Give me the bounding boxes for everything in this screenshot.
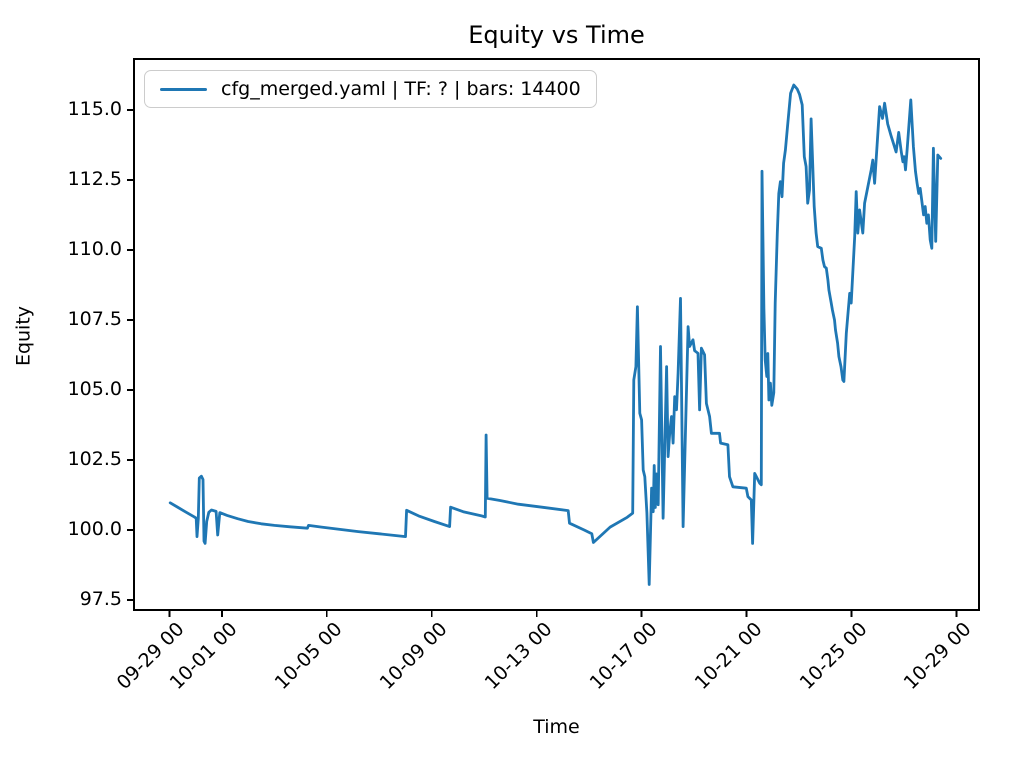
x-axis-label: Time	[533, 716, 580, 738]
y-tick-label: 110.0	[67, 238, 122, 261]
plot-border	[133, 58, 980, 611]
y-tick-label: 115.0	[67, 98, 122, 121]
y-tick-label: 105.0	[67, 378, 122, 401]
y-tick-label: 102.5	[67, 448, 122, 471]
y-tick-label: 107.5	[67, 308, 122, 331]
legend-label: cfg_merged.yaml | TF: ? | bars: 14400	[221, 78, 581, 100]
y-tick-label: 97.5	[79, 588, 122, 611]
y-tick-label: 100.0	[67, 518, 122, 541]
equity-line	[168, 83, 943, 586]
y-axis-label: Equity	[12, 305, 35, 367]
legend-box: cfg_merged.yaml | TF: ? | bars: 14400	[144, 70, 597, 108]
y-tick-label: 112.5	[67, 168, 122, 191]
legend-line-swatch	[160, 87, 207, 91]
chart-title: Equity vs Time	[468, 21, 645, 49]
